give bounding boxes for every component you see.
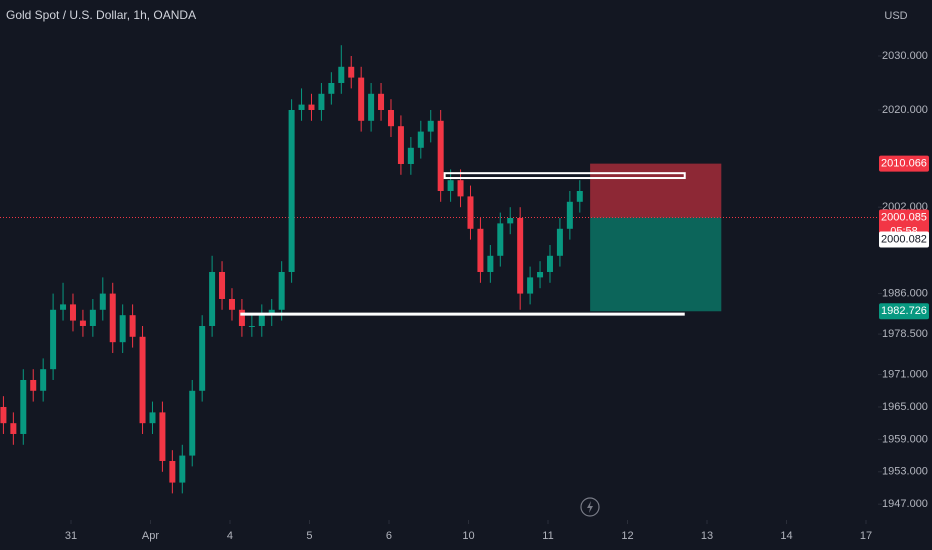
candle-body bbox=[119, 315, 126, 343]
candle-body bbox=[99, 293, 106, 310]
candle-body bbox=[537, 271, 544, 278]
candle-body bbox=[179, 455, 186, 483]
candle-body bbox=[129, 315, 136, 337]
candle-body bbox=[89, 309, 96, 326]
x-tick-label: 4 bbox=[227, 530, 233, 542]
candle-body bbox=[278, 271, 285, 310]
candle-body bbox=[348, 66, 355, 78]
candle-body bbox=[507, 217, 514, 224]
candle-body bbox=[358, 77, 365, 121]
candle-body bbox=[546, 255, 553, 272]
y-tick-label: 1986.000 bbox=[882, 287, 928, 299]
candle-body bbox=[407, 147, 414, 164]
y-tick-label: 1965.000 bbox=[882, 401, 928, 413]
x-tick-label: 14 bbox=[780, 530, 792, 542]
candle-body bbox=[288, 109, 295, 272]
chart-title: Gold Spot / U.S. Dollar, 1h, OANDA bbox=[6, 8, 196, 22]
x-tick-label: 17 bbox=[860, 530, 872, 542]
target-zone bbox=[590, 217, 722, 312]
candle-body bbox=[397, 126, 404, 164]
candle-body bbox=[308, 104, 315, 110]
stop-zone bbox=[590, 163, 722, 218]
candle-body bbox=[0, 406, 7, 424]
candle-body bbox=[447, 180, 454, 191]
bid-label-bg bbox=[879, 231, 929, 248]
y-tick-label: 1971.000 bbox=[882, 368, 928, 380]
candle-body bbox=[487, 255, 494, 272]
candle-body bbox=[228, 298, 235, 310]
candle-body bbox=[189, 390, 196, 456]
candle-body bbox=[139, 336, 146, 424]
last-price-label: 2000.085 bbox=[881, 211, 927, 223]
candle-body bbox=[417, 131, 424, 148]
candle-body bbox=[79, 320, 86, 326]
candle-body bbox=[457, 180, 464, 197]
x-tick-label: 31 bbox=[65, 530, 77, 542]
candle-body bbox=[60, 304, 67, 310]
candle-body bbox=[258, 315, 265, 326]
y-tick-label: 1953.000 bbox=[882, 466, 928, 478]
candle-body bbox=[378, 93, 385, 110]
target-label: 1982.726 bbox=[881, 305, 927, 317]
candle-body bbox=[368, 93, 375, 121]
candle-body bbox=[268, 309, 275, 316]
candle-body bbox=[169, 460, 176, 483]
candle-body bbox=[318, 93, 325, 110]
candle-body bbox=[248, 325, 255, 327]
candle-body bbox=[50, 309, 57, 370]
candle-body bbox=[149, 412, 156, 424]
candle-body bbox=[477, 228, 484, 272]
candles bbox=[0, 45, 583, 494]
resistance-zone bbox=[443, 172, 686, 180]
y-tick-label: 2020.000 bbox=[882, 104, 928, 116]
candle-body bbox=[69, 304, 76, 321]
candle-body bbox=[576, 190, 583, 202]
candle-body bbox=[10, 423, 17, 434]
x-tick-label: 10 bbox=[462, 530, 474, 542]
bid-label: 2000.082 bbox=[881, 233, 927, 245]
alert-icon[interactable] bbox=[580, 497, 600, 517]
candle-body bbox=[238, 309, 245, 326]
candle-body bbox=[298, 104, 305, 110]
candle-body bbox=[338, 66, 345, 83]
y-tick-label: 1959.000 bbox=[882, 433, 928, 445]
candle-body bbox=[159, 412, 166, 461]
y-tick-label: 1947.000 bbox=[882, 498, 928, 510]
y-tick-label: 1978.500 bbox=[882, 328, 928, 340]
x-tick-label: 11 bbox=[542, 530, 553, 542]
candle-body bbox=[219, 271, 226, 299]
candle-body bbox=[387, 109, 394, 127]
y-tick-label: 2030.000 bbox=[882, 50, 928, 62]
candle-body bbox=[467, 196, 474, 229]
stop-label-bg bbox=[879, 155, 929, 172]
candle-body bbox=[566, 201, 573, 229]
currency: USD bbox=[884, 10, 907, 22]
candle-body bbox=[20, 379, 27, 434]
candle-body bbox=[30, 379, 37, 391]
candle-body bbox=[517, 217, 524, 294]
candle-body bbox=[527, 277, 534, 294]
candle-body bbox=[497, 223, 504, 256]
x-tick-label: 5 bbox=[306, 530, 312, 542]
candle-body bbox=[109, 293, 116, 343]
x-tick-label: 12 bbox=[621, 530, 633, 542]
candle-body bbox=[556, 228, 563, 256]
x-tick-label: Apr bbox=[142, 530, 159, 542]
candle-body bbox=[40, 369, 47, 391]
target-label-bg bbox=[879, 303, 929, 320]
stop-label: 2010.066 bbox=[881, 158, 927, 170]
candle-body bbox=[209, 271, 216, 326]
candle-body bbox=[199, 325, 206, 391]
candle-body bbox=[328, 82, 335, 94]
x-tick-label: 6 bbox=[386, 530, 392, 542]
x-tick-label: 13 bbox=[701, 530, 713, 542]
candle-body bbox=[427, 120, 434, 132]
candle-body bbox=[437, 120, 444, 191]
